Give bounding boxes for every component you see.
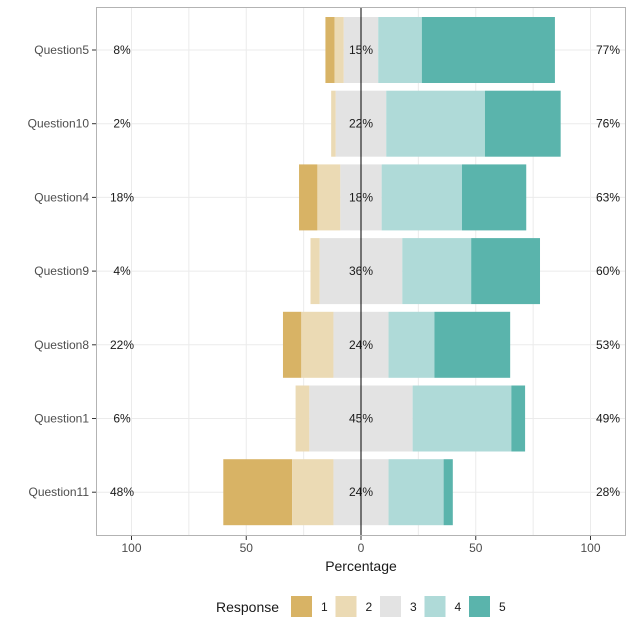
left-percent-label: 8%: [113, 43, 131, 57]
left-percent-label: 18%: [110, 190, 134, 204]
bar-segment-4: [386, 90, 485, 157]
center-percent-label: 45%: [349, 412, 373, 426]
bar-segment-2: [331, 90, 336, 157]
x-tick-label: 50: [469, 541, 483, 555]
right-percent-label: 76%: [596, 117, 620, 131]
right-percent-label: 53%: [596, 338, 620, 352]
right-percent-label: 49%: [596, 412, 620, 426]
bar-segment-2: [334, 17, 344, 83]
panel-border: [96, 7, 626, 536]
x-tick-label: 100: [121, 541, 141, 555]
panel-frame: [96, 7, 626, 536]
bar-segment-5: [461, 164, 527, 231]
center-percent-label: 22%: [349, 117, 373, 131]
center-percent-label: 24%: [349, 485, 373, 499]
legend-key-5: [469, 596, 490, 617]
y-tick-label: Question11: [29, 485, 90, 499]
bar-segment-5: [421, 17, 555, 83]
x-axis-ticks: 100 50 0 50 100: [121, 536, 601, 555]
legend-label-4: 4: [455, 600, 462, 614]
bar-segment-2: [295, 385, 310, 452]
bar-segment-1: [325, 17, 335, 83]
bar-segment-2: [301, 311, 334, 378]
legend-label-3: 3: [410, 600, 417, 614]
center-percent-label: 36%: [349, 264, 373, 278]
bar-segment-1: [299, 164, 318, 231]
bar-segment-5: [484, 90, 561, 157]
bar-segment-5: [443, 459, 453, 526]
center-percent-label: 15%: [349, 43, 373, 57]
bar-segment-4: [388, 459, 444, 526]
x-tick-label: 50: [240, 541, 254, 555]
legend-label-2: 2: [366, 600, 373, 614]
bar-segment-4: [388, 311, 435, 378]
bar-segment-2: [292, 459, 334, 526]
legend-key-2: [335, 596, 357, 617]
bar-segment-4: [402, 238, 472, 305]
legend-key-1: [291, 596, 312, 617]
bar-segment-1: [282, 311, 302, 378]
bar-segment-5: [511, 385, 526, 452]
x-tick-label: 100: [580, 541, 600, 555]
legend-key-4: [424, 596, 446, 617]
y-tick-label: Question8: [34, 338, 89, 352]
right-percent-label: 63%: [596, 190, 620, 204]
y-tick-label: Question4: [34, 190, 89, 204]
y-tick-label: Question1: [34, 412, 89, 426]
left-percent-label: 4%: [113, 264, 131, 278]
bars: [223, 17, 561, 526]
bar-segment-5: [434, 311, 511, 378]
right-percent-label: 77%: [596, 43, 620, 57]
y-tick-label: Question10: [28, 117, 90, 131]
right-percent-label: 60%: [596, 264, 620, 278]
percent-labels: 8% 15% 77% 2% 22% 76% 18% 18% 63% 4% 36% 60% 22% 24% 5…: [110, 43, 620, 499]
y-tick-label: Question5: [34, 43, 89, 57]
legend-key-3: [380, 596, 401, 617]
legend: Response 1 2 3 4 5: [216, 596, 506, 617]
bar-segment-2: [310, 238, 320, 305]
right-percent-label: 28%: [596, 485, 620, 499]
legend-label-1: 1: [321, 600, 328, 614]
bar-segment-2: [317, 164, 341, 231]
bar-segment-5: [471, 238, 541, 305]
left-percent-label: 48%: [110, 485, 134, 499]
legend-title: Response: [216, 599, 279, 615]
x-tick-label: 0: [358, 541, 365, 555]
bar-segment-4: [412, 385, 512, 452]
bar-segment-4: [381, 164, 462, 231]
legend-label-5: 5: [499, 600, 506, 614]
bar-segment-1: [223, 459, 293, 526]
left-percent-label: 2%: [113, 117, 131, 131]
left-percent-label: 6%: [113, 412, 131, 426]
y-axis-ticks: Question5 Question10 Question4 Question9 Que…: [28, 43, 96, 499]
x-axis-title: Percentage: [325, 558, 397, 574]
bar-segment-4: [378, 17, 422, 83]
center-percent-label: 24%: [349, 338, 373, 352]
left-percent-label: 22%: [110, 338, 134, 352]
y-tick-label: Question9: [34, 264, 89, 278]
center-percent-label: 18%: [349, 190, 373, 204]
